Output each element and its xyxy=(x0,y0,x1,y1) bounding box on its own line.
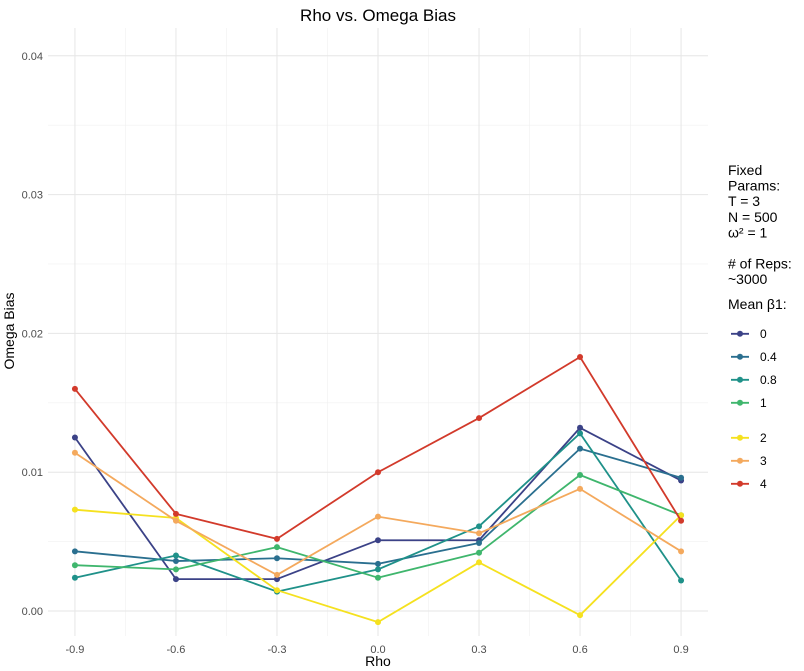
legend-label: 0 xyxy=(760,327,767,341)
data-point xyxy=(476,415,483,422)
legend-key-4: 4 xyxy=(731,477,767,491)
y-axis-title: Omega Bias xyxy=(1,292,17,369)
legend-label: 4 xyxy=(760,477,767,491)
data-point xyxy=(678,474,685,481)
legend-swatch-point xyxy=(737,457,743,464)
legend-note: T = 3 xyxy=(728,193,760,209)
data-point xyxy=(375,469,381,476)
data-point xyxy=(577,430,584,437)
data-point xyxy=(476,530,483,537)
data-point xyxy=(71,385,78,392)
data-point xyxy=(172,558,179,565)
x-tick-label: -0.3 xyxy=(267,644,286,656)
data-point xyxy=(273,555,280,562)
data-point xyxy=(678,548,685,555)
data-point xyxy=(476,559,483,566)
data-point xyxy=(172,552,179,559)
y-tick-label: 0.00 xyxy=(22,606,43,618)
x-axis-ticks: -0.9 -0.6 -0.3 0.0 0.3 0.6 0.9 xyxy=(65,644,688,656)
data-point xyxy=(71,434,78,441)
data-point xyxy=(375,619,381,626)
grid xyxy=(48,28,708,636)
legend-swatch-point xyxy=(737,376,743,383)
data-point xyxy=(172,566,179,573)
legend-swatch-point xyxy=(737,399,743,406)
y-tick-label: 0.04 xyxy=(22,51,43,63)
legend-label: 2 xyxy=(760,431,767,445)
legend-label: 0.8 xyxy=(760,373,777,387)
data-point xyxy=(71,548,78,555)
data-point xyxy=(172,576,179,583)
data-point xyxy=(577,471,584,478)
data-point xyxy=(273,535,280,542)
data-point xyxy=(476,549,483,556)
data-point xyxy=(172,517,179,524)
series-3 xyxy=(71,449,685,578)
data-point xyxy=(476,523,483,530)
y-tick-label: 0.03 xyxy=(22,190,43,202)
data-point xyxy=(71,449,78,456)
data-point xyxy=(71,506,78,513)
legend-note: Params: xyxy=(728,178,780,194)
legend-label: 1 xyxy=(760,396,767,410)
data-point xyxy=(577,612,584,619)
series-0.4 xyxy=(71,445,685,567)
legend-note: ~3000 xyxy=(728,271,768,287)
data-point xyxy=(273,571,280,578)
data-point xyxy=(375,537,381,544)
y-tick-label: 0.02 xyxy=(22,328,43,340)
data-point xyxy=(71,574,78,581)
x-tick-label: 0.3 xyxy=(471,644,486,656)
legend-note: ω² = 1 xyxy=(728,224,768,240)
legend-title: Mean β1: xyxy=(728,296,787,312)
data-point xyxy=(71,562,78,569)
legend-key-0.4: 0.4 xyxy=(731,350,777,364)
data-point xyxy=(678,577,685,584)
x-tick-label: 0.9 xyxy=(673,644,688,656)
data-point xyxy=(273,587,280,594)
series-4 xyxy=(71,353,685,542)
legend-note: N = 500 xyxy=(728,209,778,225)
x-tick-label: -0.6 xyxy=(166,644,185,656)
data-point xyxy=(577,353,584,360)
data-point xyxy=(375,513,381,520)
data-point xyxy=(375,566,381,573)
data-point xyxy=(375,574,381,581)
data-point xyxy=(577,424,584,431)
legend-swatch-point xyxy=(737,434,743,441)
chart-title: Rho vs. Omega Bias xyxy=(300,6,456,25)
data-point xyxy=(273,576,280,583)
legend-label: 3 xyxy=(760,454,767,468)
x-tick-label: -0.9 xyxy=(65,644,84,656)
data-point xyxy=(273,544,280,551)
legend-key-3: 3 xyxy=(731,454,767,468)
data-point xyxy=(476,539,483,546)
legend-swatch-point xyxy=(737,353,743,360)
legend-swatch-point xyxy=(737,480,743,487)
series-layer xyxy=(71,353,685,626)
legend-swatch-point xyxy=(737,330,743,337)
legend-key-0: 0 xyxy=(731,327,767,341)
legend-note: Fixed xyxy=(728,162,762,178)
y-axis-ticks: 0.00 0.01 0.02 0.03 0.04 xyxy=(22,51,43,618)
legend-key-0.8: 0.8 xyxy=(731,373,777,387)
x-tick-label: 0.6 xyxy=(572,644,587,656)
data-point xyxy=(577,445,584,452)
legend-key-2: 2 xyxy=(731,431,767,445)
legend-note: # of Reps: xyxy=(728,256,792,272)
data-point xyxy=(375,560,381,567)
y-tick-label: 0.01 xyxy=(22,467,43,479)
legend-label: 0.4 xyxy=(760,350,777,364)
data-point xyxy=(172,510,179,517)
legend-key-1: 1 xyxy=(731,396,767,410)
data-point xyxy=(678,517,685,524)
x-axis-title: Rho xyxy=(365,653,391,669)
x-tick-label: 0.0 xyxy=(370,644,385,656)
data-point xyxy=(577,485,584,492)
